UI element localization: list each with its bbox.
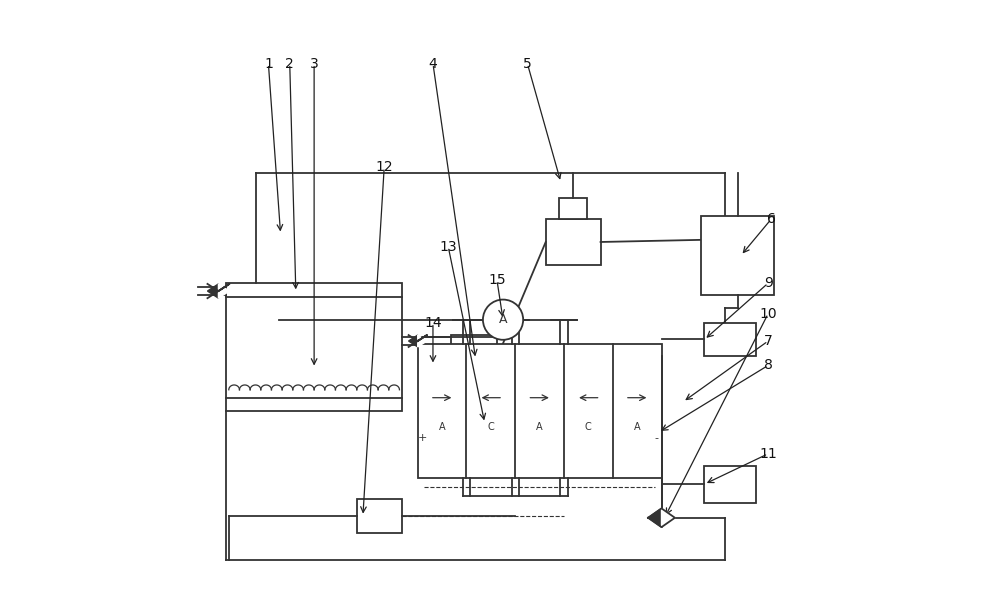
Text: A: A <box>439 422 445 432</box>
Bar <box>704 323 756 356</box>
Text: 6: 6 <box>767 212 776 226</box>
Text: 9: 9 <box>764 276 773 290</box>
Polygon shape <box>207 284 218 298</box>
Bar <box>226 283 402 411</box>
Polygon shape <box>662 509 675 527</box>
Polygon shape <box>418 335 427 347</box>
Text: 15: 15 <box>488 273 506 287</box>
Text: 11: 11 <box>759 446 777 461</box>
Text: A: A <box>499 313 507 326</box>
Text: 13: 13 <box>439 240 457 253</box>
Text: 2: 2 <box>285 57 294 71</box>
Text: 8: 8 <box>764 359 773 373</box>
Bar <box>418 344 662 478</box>
Text: A: A <box>634 422 640 432</box>
Circle shape <box>483 300 523 340</box>
Text: 14: 14 <box>424 315 442 330</box>
Text: C: C <box>585 422 592 432</box>
Text: A: A <box>536 422 543 432</box>
Text: 12: 12 <box>375 161 393 174</box>
Polygon shape <box>218 284 229 298</box>
Polygon shape <box>648 509 662 527</box>
Bar <box>357 499 402 533</box>
Text: 4: 4 <box>429 57 437 71</box>
Text: +: + <box>418 433 427 443</box>
Bar <box>451 335 497 381</box>
Text: 5: 5 <box>523 57 532 71</box>
Bar <box>559 198 587 219</box>
Text: -: - <box>655 433 659 443</box>
Text: 7: 7 <box>764 334 773 348</box>
Text: 10: 10 <box>759 307 777 320</box>
Text: C: C <box>487 422 494 432</box>
Polygon shape <box>409 335 418 347</box>
Bar <box>546 219 601 265</box>
Bar <box>701 216 774 295</box>
Text: 3: 3 <box>310 57 318 71</box>
Bar <box>704 466 756 502</box>
Text: 1: 1 <box>264 57 273 71</box>
